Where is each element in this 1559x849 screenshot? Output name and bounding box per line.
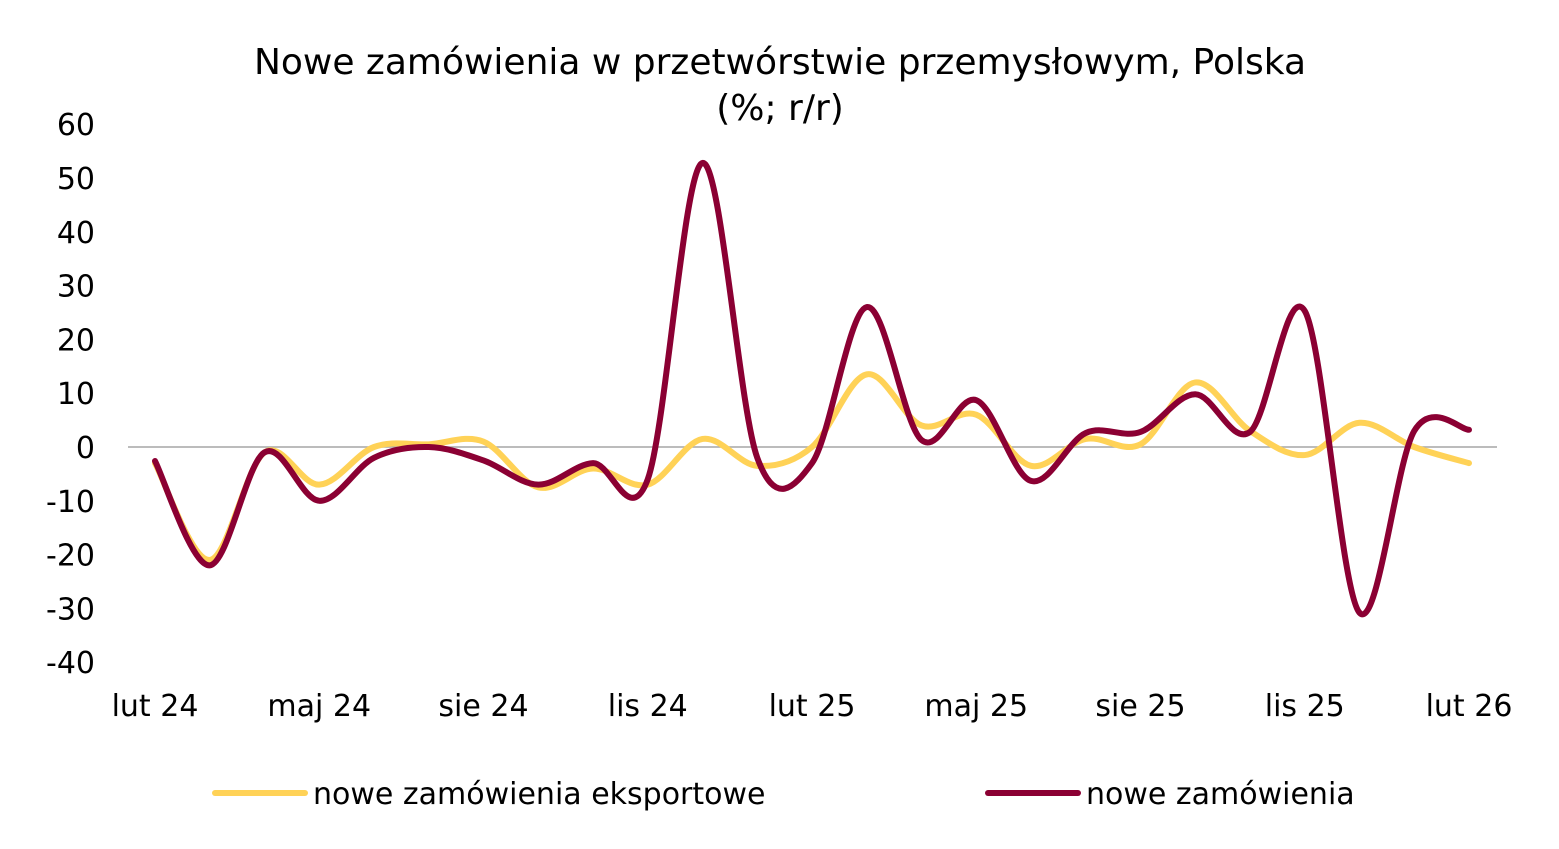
x-tick-label: sie 25 (1095, 689, 1185, 724)
y-tick-label: -10 (46, 485, 95, 520)
y-tick-label: 30 (57, 270, 95, 305)
y-tick-label: 40 (57, 216, 95, 251)
legend-label: nowe zamówienia eksportowe (313, 777, 766, 812)
series-line-1 (152, 159, 1472, 618)
x-tick-label: lis 25 (1265, 689, 1345, 724)
legend: nowe zamówienia eksportowe nowe zamówieni… (212, 777, 1355, 812)
y-axis: 60 50 40 30 20 10 0 -10 -20 -30 -40 (46, 108, 95, 681)
chart-title: Nowe zamówienia w przetwórstwie przemysł… (254, 42, 1306, 83)
x-tick-label: lut 25 (769, 689, 856, 724)
y-tick-label: -40 (46, 646, 95, 681)
y-tick-label: 60 (57, 108, 95, 143)
y-tick-label: 50 (57, 162, 95, 197)
y-tick-label: -20 (46, 539, 95, 574)
x-axis: lut 24 maj 24 sie 24 lis 24 lut 25 maj 25 sie … (112, 689, 1513, 724)
y-tick-label: -30 (46, 592, 95, 627)
x-tick-label: lut 24 (112, 689, 199, 724)
x-tick-label: lis 24 (608, 689, 688, 724)
chart-subtitle: (%; r/r) (716, 88, 844, 129)
y-tick-label: 20 (57, 323, 95, 358)
x-tick-label: maj 24 (267, 689, 371, 724)
series-group (152, 159, 1472, 618)
legend-label: nowe zamówienia (1086, 777, 1355, 812)
x-tick-label: lut 26 (1426, 689, 1513, 724)
series-line-0 (152, 371, 1472, 563)
x-tick-label: sie 24 (438, 689, 528, 724)
y-tick-label: 10 (57, 377, 95, 412)
x-tick-label: maj 25 (924, 689, 1028, 724)
y-tick-label: 0 (76, 431, 95, 466)
